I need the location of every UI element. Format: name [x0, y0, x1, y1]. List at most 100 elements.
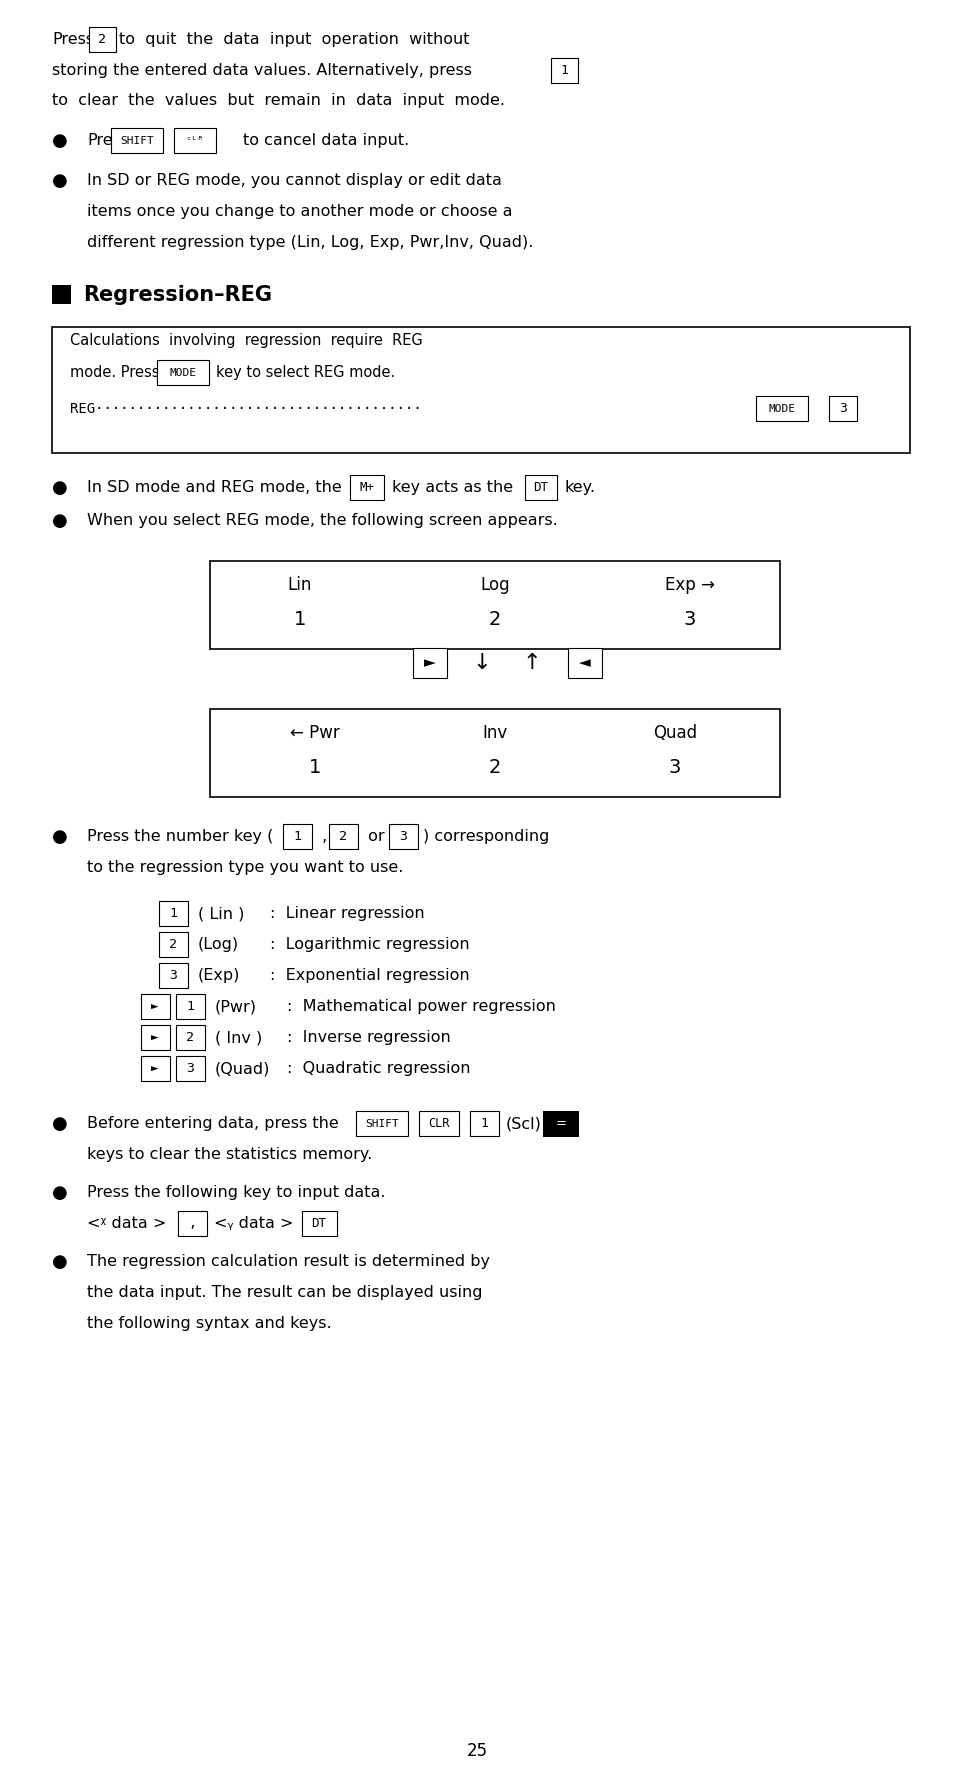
Text: to  clear  the  values  but  remain  in  data  input  mode.: to clear the values but remain in data i…	[52, 93, 504, 109]
FancyBboxPatch shape	[755, 397, 807, 422]
Text: ●: ●	[52, 479, 68, 497]
Text: ↑: ↑	[522, 653, 540, 673]
Text: ►: ►	[152, 1000, 158, 1014]
FancyBboxPatch shape	[301, 1211, 336, 1236]
Text: ►: ►	[424, 655, 436, 671]
Text: DT: DT	[312, 1218, 326, 1231]
Text: ●: ●	[52, 1115, 68, 1132]
Text: ◄: ◄	[578, 655, 590, 671]
Text: Before entering data, press the: Before entering data, press the	[87, 1116, 338, 1131]
FancyBboxPatch shape	[175, 995, 204, 1020]
Bar	[542, 1111, 578, 1138]
FancyBboxPatch shape	[177, 1211, 206, 1236]
FancyBboxPatch shape	[175, 1057, 204, 1082]
Text: Press: Press	[87, 134, 129, 148]
Text: SHIFT: SHIFT	[120, 136, 153, 147]
Text: =: =	[555, 1118, 566, 1131]
Text: 2: 2	[98, 32, 106, 45]
Text: (Pwr): (Pwr)	[214, 1000, 256, 1014]
Text: 2: 2	[488, 759, 500, 778]
FancyBboxPatch shape	[158, 902, 188, 927]
FancyBboxPatch shape	[158, 932, 188, 957]
Text: 1: 1	[559, 63, 567, 77]
Text: (Scl): (Scl)	[505, 1116, 541, 1131]
Text: Inv: Inv	[482, 725, 507, 742]
Text: ( Inv ): ( Inv )	[214, 1030, 262, 1045]
Text: different regression type (Lin, Log, Exp, Pwr,Inv, Quad).: different regression type (Lin, Log, Exp…	[87, 236, 533, 250]
Text: :  Linear regression: : Linear regression	[270, 907, 424, 921]
Text: 3: 3	[838, 403, 846, 415]
Text: ,: ,	[316, 830, 327, 844]
Text: items once you change to another mode or choose a: items once you change to another mode or…	[87, 204, 512, 220]
Text: The regression calculation result is determined by: The regression calculation result is det…	[87, 1254, 490, 1270]
Bar	[210, 562, 780, 649]
Text: Exp →: Exp →	[664, 576, 714, 594]
FancyBboxPatch shape	[140, 995, 170, 1020]
Text: DT: DT	[533, 481, 548, 494]
FancyBboxPatch shape	[140, 1025, 170, 1050]
FancyBboxPatch shape	[328, 825, 357, 850]
Text: 2: 2	[186, 1032, 193, 1045]
Text: (Exp): (Exp)	[198, 968, 240, 984]
FancyBboxPatch shape	[413, 648, 447, 678]
Text: MODE: MODE	[768, 404, 795, 413]
Text: Press: Press	[52, 32, 94, 47]
Text: 3: 3	[169, 970, 177, 982]
FancyBboxPatch shape	[567, 648, 601, 678]
Text: the data input. The result can be displayed using: the data input. The result can be displa…	[87, 1286, 482, 1301]
Text: ●: ●	[52, 512, 68, 530]
FancyBboxPatch shape	[140, 1057, 170, 1082]
Text: ●: ●	[52, 1252, 68, 1270]
FancyBboxPatch shape	[469, 1111, 498, 1136]
FancyBboxPatch shape	[158, 964, 188, 989]
Text: Press the number key (: Press the number key (	[87, 830, 274, 844]
Text: mode. Press: mode. Press	[70, 365, 159, 381]
Bar	[52, 286, 71, 304]
Text: to  quit  the  data  input  operation  without: to quit the data input operation without	[119, 32, 469, 47]
Text: 1: 1	[309, 759, 321, 778]
Text: MODE: MODE	[170, 369, 196, 377]
Text: ●: ●	[52, 172, 68, 190]
FancyBboxPatch shape	[524, 476, 557, 501]
FancyBboxPatch shape	[89, 27, 115, 52]
FancyBboxPatch shape	[827, 397, 857, 422]
Text: 1: 1	[294, 610, 306, 630]
Bar	[210, 708, 780, 798]
Text: to the regression type you want to use.: to the regression type you want to use.	[87, 861, 403, 875]
Text: 3: 3	[186, 1063, 193, 1075]
Text: Calculations  involving  regression  require  REG: Calculations involving regression requir…	[70, 333, 422, 349]
Text: or: or	[363, 830, 384, 844]
Text: 2: 2	[169, 939, 177, 952]
Text: Regression–REG: Regression–REG	[83, 284, 272, 304]
Text: Quad: Quad	[652, 725, 697, 742]
Text: 2: 2	[488, 610, 500, 630]
Text: In SD or REG mode, you cannot display or edit data: In SD or REG mode, you cannot display or…	[87, 174, 501, 188]
Text: the following syntax and keys.: the following syntax and keys.	[87, 1317, 332, 1331]
Text: ( Lin ): ( Lin )	[198, 907, 244, 921]
Text: SHIFT: SHIFT	[365, 1118, 398, 1129]
FancyBboxPatch shape	[418, 1111, 458, 1136]
Text: keys to clear the statistics memory.: keys to clear the statistics memory.	[87, 1147, 372, 1163]
FancyBboxPatch shape	[111, 129, 163, 154]
Text: 1: 1	[186, 1000, 193, 1014]
FancyBboxPatch shape	[350, 476, 384, 501]
Text: CLR: CLR	[428, 1118, 449, 1131]
Text: :  Exponential regression: : Exponential regression	[270, 968, 469, 984]
FancyBboxPatch shape	[173, 129, 215, 154]
Text: 2: 2	[338, 830, 347, 843]
Text: REG·······································: REG·····································…	[70, 403, 421, 417]
Text: storing the entered data values. Alternatively, press: storing the entered data values. Alterna…	[52, 63, 472, 77]
Text: 1: 1	[293, 830, 301, 843]
Text: ●: ●	[52, 132, 68, 150]
Text: :  Quadratic regression: : Quadratic regression	[287, 1061, 470, 1077]
Text: 25: 25	[466, 1742, 487, 1760]
Text: 3: 3	[668, 759, 680, 778]
Text: to cancel data input.: to cancel data input.	[243, 134, 409, 148]
Text: (Quad): (Quad)	[214, 1061, 270, 1077]
Text: :  Inverse regression: : Inverse regression	[287, 1030, 450, 1045]
FancyBboxPatch shape	[157, 361, 209, 385]
Text: 3: 3	[398, 830, 407, 843]
Text: :  Mathematical power regression: : Mathematical power regression	[287, 1000, 556, 1014]
Text: key acts as the: key acts as the	[392, 481, 513, 496]
Text: ᶜᴸᴿ: ᶜᴸᴿ	[186, 136, 204, 147]
